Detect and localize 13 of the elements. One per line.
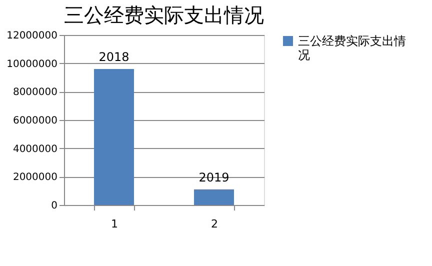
x-tick-label: 2 <box>211 218 218 230</box>
chart-title: 三公经费实际支出情况 <box>64 3 264 27</box>
y-tick-label: 0 <box>51 200 58 212</box>
y-tick-label: 12000000 <box>6 30 58 42</box>
y-tick-label: 4000000 <box>12 144 58 155</box>
y-tick-label: 6000000 <box>12 116 58 126</box>
annotation: 2018 <box>98 50 130 64</box>
legend-label: 三公经费实际支出情况 <box>298 34 406 62</box>
y-tick-label: 8000000 <box>12 87 58 98</box>
y-tick-label: 2000000 <box>12 172 58 184</box>
annotation: 2019 <box>198 170 230 184</box>
y-tick-label: 10000000 <box>6 58 58 70</box>
x-tick-label: 1 <box>111 218 118 230</box>
